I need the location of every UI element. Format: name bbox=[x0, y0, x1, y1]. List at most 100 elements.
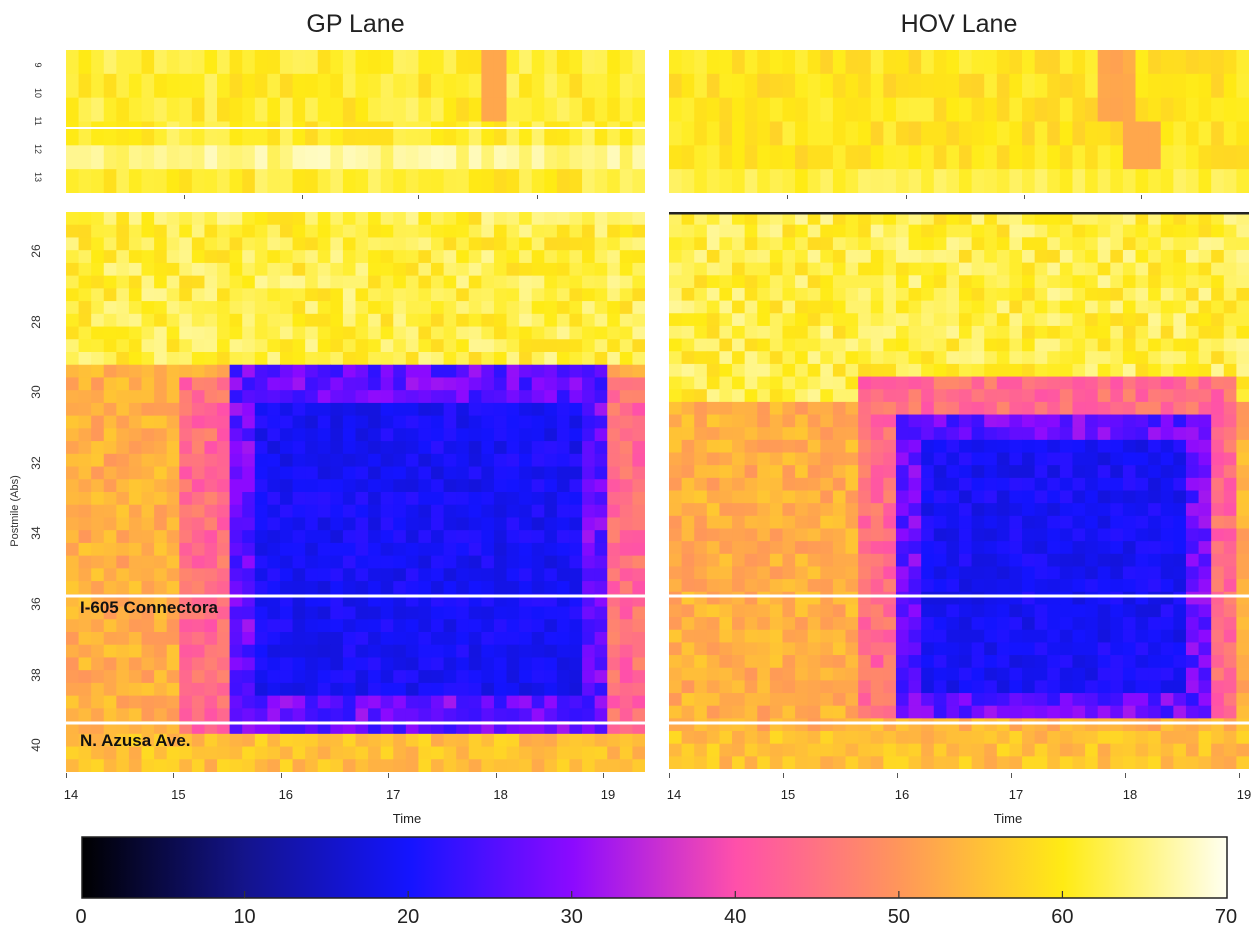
heat-cell bbox=[1047, 249, 1061, 264]
heat-cell bbox=[883, 389, 897, 403]
heat-cell bbox=[569, 441, 583, 455]
heat-cell bbox=[706, 145, 721, 170]
heat-cell bbox=[1223, 97, 1237, 123]
colorbar-tick-label: 50 bbox=[887, 906, 910, 928]
heat-cell bbox=[531, 262, 545, 277]
heat-cell bbox=[921, 667, 935, 681]
heat-cell bbox=[128, 695, 143, 709]
heat-cell bbox=[493, 492, 508, 506]
heat-cell bbox=[342, 121, 357, 146]
heat-cell bbox=[116, 301, 130, 315]
heat-cell bbox=[217, 632, 231, 646]
heat-cell bbox=[996, 503, 1011, 517]
heat-cell bbox=[405, 492, 420, 506]
heat-cell bbox=[468, 364, 482, 379]
heat-cell bbox=[506, 759, 520, 772]
heat-cell bbox=[971, 705, 985, 719]
heat-cell bbox=[493, 390, 508, 404]
heat-cell bbox=[832, 528, 847, 542]
heat-cell bbox=[66, 555, 80, 569]
heat-cell bbox=[1211, 237, 1225, 251]
heat-cell bbox=[1135, 363, 1149, 378]
heat-cell bbox=[1122, 705, 1137, 719]
heat-cell bbox=[820, 376, 834, 390]
heat-cell bbox=[481, 326, 495, 340]
heat-cell bbox=[103, 288, 117, 302]
heat-cell bbox=[921, 73, 935, 99]
heat-cell bbox=[1211, 262, 1225, 276]
x-tick-label: 16 bbox=[278, 787, 294, 802]
heat-cell bbox=[908, 389, 922, 403]
heat-cell bbox=[128, 657, 143, 671]
heat-cell bbox=[217, 121, 231, 146]
heat-cell bbox=[1135, 465, 1149, 479]
heat-cell bbox=[229, 339, 243, 353]
heat-cell bbox=[782, 73, 796, 99]
heat-cell bbox=[795, 452, 809, 466]
heat-cell bbox=[1085, 680, 1099, 694]
heat-cell bbox=[544, 568, 558, 582]
heat-cell bbox=[242, 428, 256, 442]
heat-cell bbox=[267, 415, 281, 429]
heat-cell bbox=[91, 145, 105, 170]
heat-cell bbox=[493, 568, 508, 582]
heat-cell bbox=[368, 262, 382, 277]
heat-cell bbox=[191, 224, 206, 239]
heat-cell bbox=[1185, 97, 1200, 123]
heat-cell bbox=[769, 237, 784, 251]
heat-cell bbox=[895, 338, 910, 352]
heat-cell bbox=[870, 237, 884, 251]
heat-cell bbox=[493, 530, 508, 544]
heat-cell bbox=[594, 262, 608, 277]
heat-cell bbox=[418, 237, 432, 251]
heat-cell bbox=[933, 376, 947, 390]
heat-cell bbox=[719, 718, 733, 732]
heat-cell bbox=[1122, 553, 1137, 568]
heat-cell bbox=[519, 492, 533, 506]
heat-cell bbox=[582, 708, 596, 722]
heat-cell bbox=[443, 682, 457, 697]
heat-cell bbox=[141, 288, 155, 302]
heat-cell bbox=[883, 756, 897, 769]
heat-cell bbox=[984, 629, 998, 644]
heat-cell bbox=[292, 145, 306, 170]
heat-cell bbox=[908, 756, 922, 769]
heat-cell bbox=[380, 542, 394, 557]
heat-cell bbox=[694, 50, 708, 75]
heat-cell bbox=[468, 301, 482, 315]
heat-cell bbox=[342, 708, 357, 722]
heat-cell bbox=[694, 363, 708, 378]
heat-cell bbox=[971, 566, 985, 580]
heat-cell bbox=[996, 642, 1011, 656]
heat-cell bbox=[883, 629, 897, 644]
heat-cell bbox=[1173, 566, 1187, 580]
heat-cell bbox=[393, 492, 407, 506]
heat-cell bbox=[141, 581, 155, 595]
heat-cell bbox=[179, 670, 193, 684]
heat-cell bbox=[154, 619, 168, 633]
heat-cell bbox=[506, 708, 520, 722]
heat-cell bbox=[154, 326, 168, 340]
heat-cell bbox=[908, 376, 922, 390]
heat-cell bbox=[1160, 249, 1174, 264]
heat-cell bbox=[984, 249, 998, 264]
heat-cell bbox=[807, 465, 821, 479]
heat-cell bbox=[217, 530, 231, 544]
heat-cell bbox=[229, 759, 243, 772]
heat-cell bbox=[1198, 287, 1212, 302]
heat-cell bbox=[1236, 553, 1249, 568]
heat-cell bbox=[946, 389, 960, 403]
heat-cell bbox=[393, 415, 407, 429]
x-tick-label: 14 bbox=[666, 787, 682, 802]
heat-cell bbox=[820, 528, 834, 542]
heat-cell bbox=[1009, 452, 1023, 466]
n-azusa-ave-annotation: N. Azusa Ave. bbox=[80, 731, 191, 750]
heat-cell bbox=[418, 50, 432, 75]
heat-cell bbox=[1223, 465, 1237, 479]
heat-cell bbox=[267, 390, 281, 404]
heat-cell bbox=[607, 670, 621, 684]
heat-cell bbox=[292, 632, 306, 646]
heat-cell bbox=[807, 427, 821, 441]
heat-cell bbox=[368, 275, 382, 289]
heat-cell bbox=[669, 743, 683, 757]
